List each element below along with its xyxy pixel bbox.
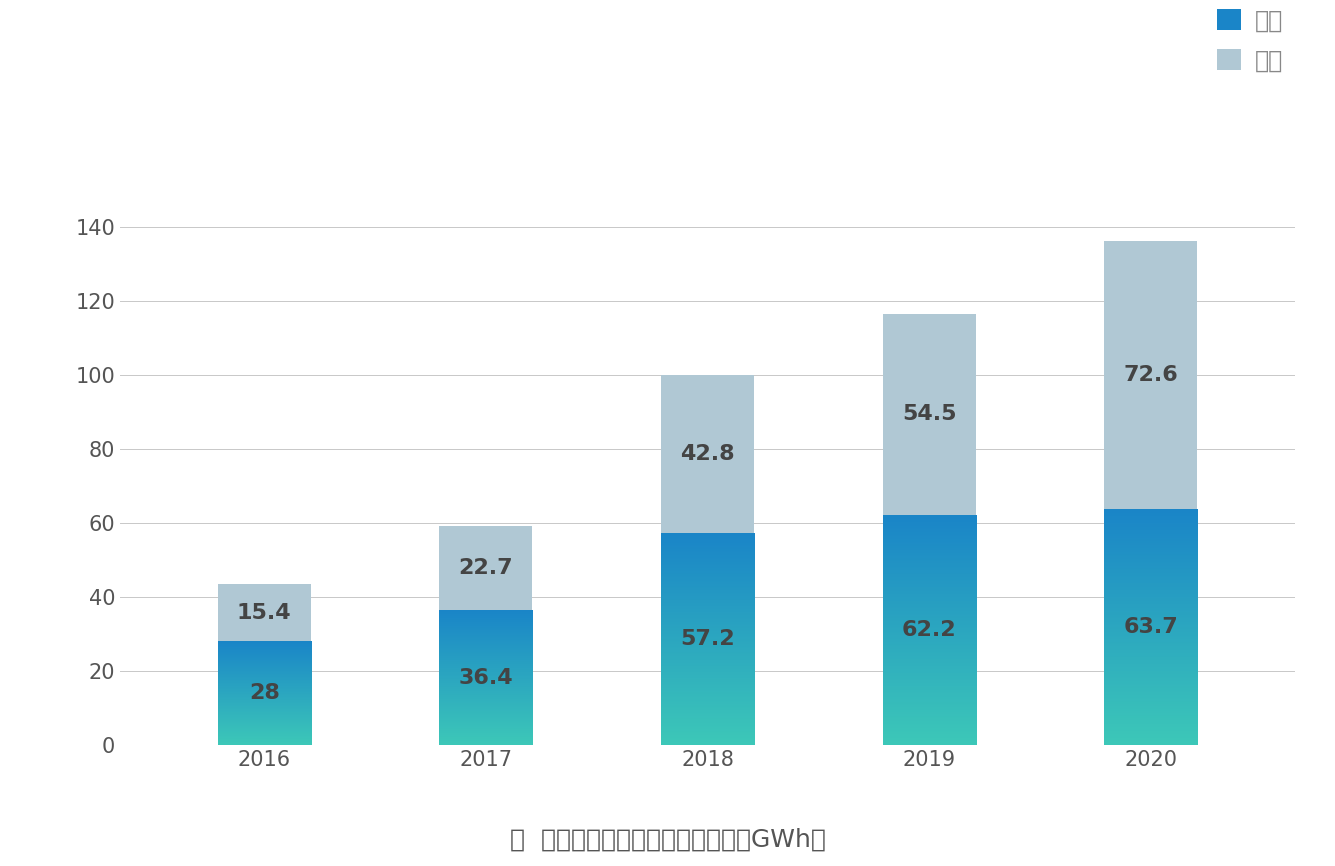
Text: 28: 28 xyxy=(248,683,279,703)
Legend: 中国, 海外: 中国, 海外 xyxy=(1218,9,1283,73)
Text: 57.2: 57.2 xyxy=(681,629,734,650)
Text: 72.6: 72.6 xyxy=(1124,365,1179,385)
Bar xyxy=(882,313,976,515)
Text: 图  全球动力电池装机量快速增长（GWh）: 图 全球动力电池装机量快速增长（GWh） xyxy=(510,828,825,852)
Bar xyxy=(1104,241,1197,509)
Text: 22.7: 22.7 xyxy=(459,559,513,578)
Text: 15.4: 15.4 xyxy=(236,603,291,623)
Bar xyxy=(661,375,754,533)
Text: 36.4: 36.4 xyxy=(459,668,513,688)
Text: 42.8: 42.8 xyxy=(681,444,734,464)
Bar xyxy=(218,585,311,642)
Text: 62.2: 62.2 xyxy=(902,620,956,640)
Text: 54.5: 54.5 xyxy=(902,404,956,424)
Bar xyxy=(439,527,533,611)
Text: 63.7: 63.7 xyxy=(1124,617,1179,637)
